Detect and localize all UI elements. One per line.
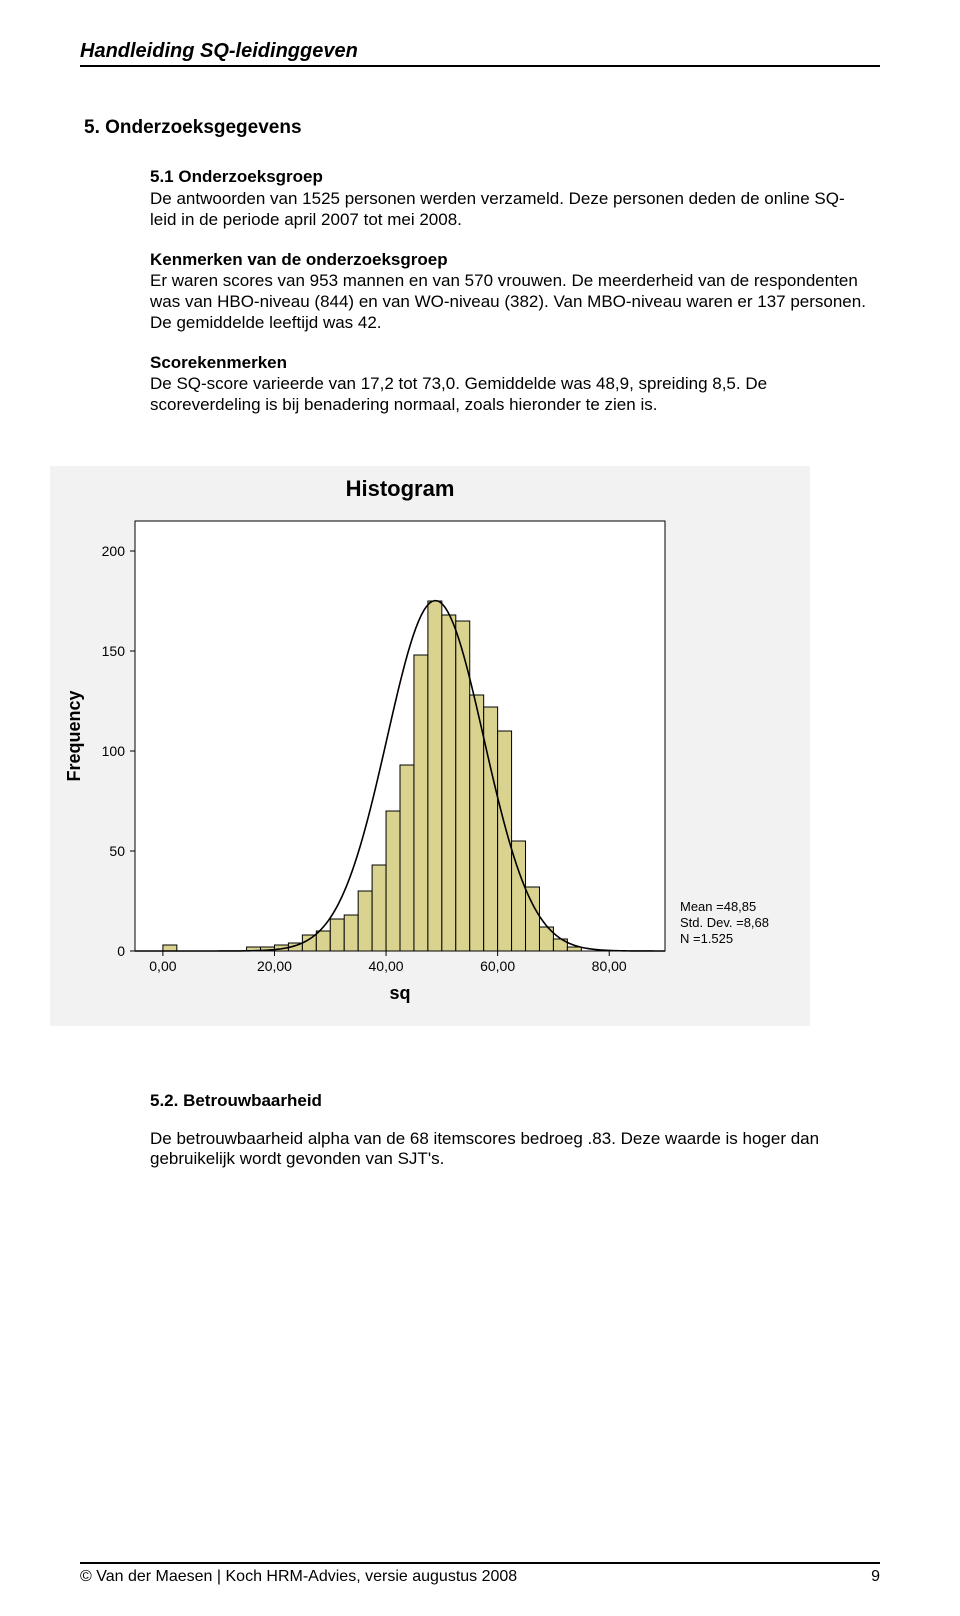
page-footer: © Van der Maesen | Koch HRM-Advies, vers… <box>80 1562 880 1586</box>
section-5-2: 5.2. Betrouwbaarheid De betrouwbaarheid … <box>150 1091 870 1190</box>
footer-page-number: 9 <box>871 1568 880 1586</box>
section-5-1-p2-block: Kenmerken van de onderzoeksgroep Er ware… <box>150 250 870 333</box>
page-header-title: Handleiding SQ-leidinggeven <box>80 40 880 67</box>
svg-text:Frequency: Frequency <box>64 690 84 781</box>
section-5-1-heading: 5.1 Onderzoeksgroep <box>150 167 870 187</box>
section-5-1-p1: De antwoorden van 1525 personen werden v… <box>150 189 870 230</box>
svg-text:150: 150 <box>102 643 126 659</box>
section-5-1-p3: De SQ-score varieerde van 17,2 tot 73,0.… <box>150 374 767 414</box>
svg-text:Histogram: Histogram <box>346 476 455 501</box>
histogram-chart: 0,00 20,00 40,00 60,00 80,00 0 50 100 150 200 Hist… <box>50 466 880 1031</box>
svg-text:40,00: 40,00 <box>369 958 404 974</box>
section-5-1: 5.1 Onderzoeksgroep De antwoorden van 15… <box>150 167 870 436</box>
svg-text:0,00: 0,00 <box>149 958 176 974</box>
svg-text:50: 50 <box>109 843 125 859</box>
svg-text:200: 200 <box>102 543 126 559</box>
svg-text:20,00: 20,00 <box>257 958 292 974</box>
svg-text:N =1.525: N =1.525 <box>680 931 733 946</box>
scorekenmerken-label: Scorekenmerken <box>150 353 287 372</box>
svg-text:100: 100 <box>102 743 126 759</box>
svg-text:0: 0 <box>117 943 125 959</box>
svg-text:Std. Dev. =8,68: Std. Dev. =8,68 <box>680 915 769 930</box>
section-5-1-p2: Er waren scores van 953 mannen en van 57… <box>150 271 866 331</box>
section-5-2-p1: De betrouwbaarheid alpha van de 68 items… <box>150 1129 870 1170</box>
svg-text:60,00: 60,00 <box>480 958 515 974</box>
kenmerken-label: Kenmerken van de onderzoeksgroep <box>150 250 448 269</box>
svg-text:80,00: 80,00 <box>592 958 627 974</box>
section-5-1-p3-block: Scorekenmerken De SQ-score varieerde van… <box>150 353 870 415</box>
histogram-svg: 0,00 20,00 40,00 60,00 80,00 0 50 100 150 200 Hist… <box>50 466 810 1026</box>
footer-left: © Van der Maesen | Koch HRM-Advies, vers… <box>80 1568 517 1586</box>
section-5-heading: 5. Onderzoeksgegevens <box>84 117 880 139</box>
svg-text:Mean =48,85: Mean =48,85 <box>680 899 756 914</box>
section-5-2-heading: 5.2. Betrouwbaarheid <box>150 1091 870 1111</box>
svg-text:sq: sq <box>389 983 410 1003</box>
